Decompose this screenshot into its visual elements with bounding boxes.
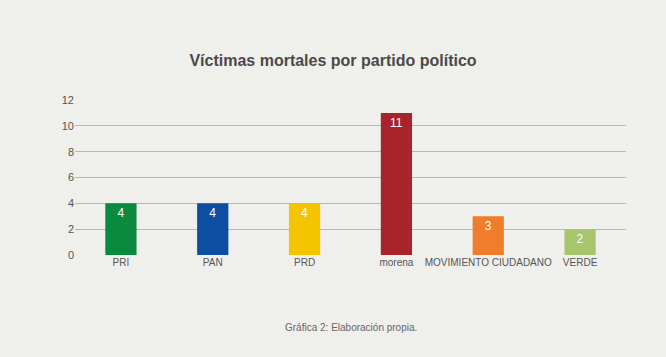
svg-text:PRI: PRI bbox=[113, 257, 130, 268]
svg-text:11: 11 bbox=[390, 116, 403, 130]
svg-text:8: 8 bbox=[68, 146, 74, 158]
svg-text:morena: morena bbox=[379, 257, 413, 268]
svg-text:2: 2 bbox=[68, 223, 74, 235]
svg-text:VERDE: VERDE bbox=[563, 257, 598, 268]
svg-text:Gráfica 2: Elaboración propia.: Gráfica 2: Elaboración propia. bbox=[285, 322, 417, 333]
svg-text:PAN: PAN bbox=[203, 257, 223, 268]
svg-text:3: 3 bbox=[485, 219, 492, 233]
svg-text:2: 2 bbox=[577, 232, 584, 246]
svg-text:MOVIMIENTO CIUDADANO: MOVIMIENTO CIUDADANO bbox=[425, 257, 552, 268]
svg-text:4: 4 bbox=[301, 206, 308, 220]
svg-text:6: 6 bbox=[68, 171, 74, 183]
svg-text:4: 4 bbox=[68, 197, 74, 209]
svg-text:4: 4 bbox=[117, 206, 124, 220]
svg-text:0: 0 bbox=[68, 249, 74, 261]
svg-text:12: 12 bbox=[62, 94, 74, 106]
svg-text:Víctimas mortales por partido: Víctimas mortales por partido político bbox=[189, 52, 476, 69]
svg-text:4: 4 bbox=[209, 206, 216, 220]
svg-text:PRD: PRD bbox=[294, 257, 315, 268]
svg-text:10: 10 bbox=[62, 120, 74, 132]
